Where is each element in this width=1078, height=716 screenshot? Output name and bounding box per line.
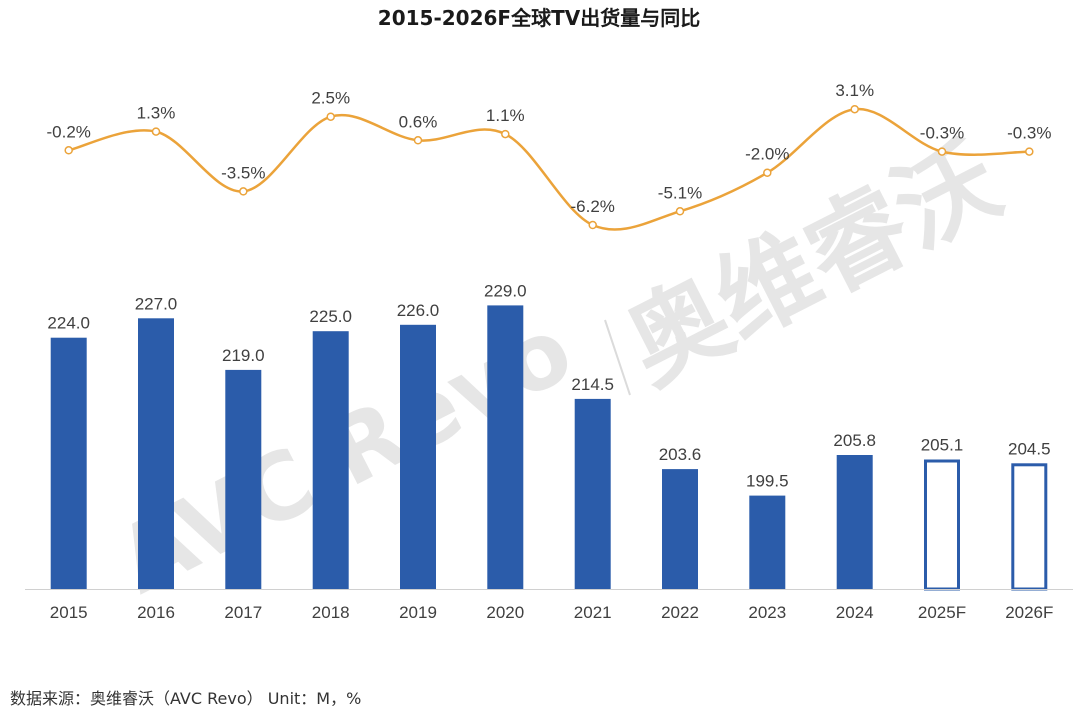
- bar-series: 224.0 227.0 219.0 225.0 226.0 229.0 214.5 203.6…: [47, 281, 1051, 591]
- bar-2023: [749, 495, 786, 589]
- bar-2018: [312, 331, 349, 589]
- yoy-point-2024: [850, 104, 859, 114]
- x-tick-label-2020: 2020: [486, 603, 524, 622]
- yoy-point-2023: [763, 168, 772, 177]
- bar-value-label-2015: 224.0: [47, 314, 90, 333]
- bar-value-label-2023: 199.5: [746, 472, 789, 491]
- bar-2017: [225, 369, 262, 589]
- bar-value-label-2025F: 205.1: [921, 436, 964, 455]
- x-tick-label-2026F: 2026F: [1005, 603, 1053, 622]
- yoy-point-2025F: [937, 147, 947, 156]
- yoy-value-label-2023: -2.0%: [745, 145, 789, 164]
- x-tick-label-2015: 2015: [50, 603, 88, 622]
- yoy-point-2019: [413, 136, 423, 145]
- x-tick-label-2016: 2016: [137, 603, 175, 622]
- x-tick-label-2022: 2022: [661, 603, 699, 622]
- x-axis: 2015 2016 2017 2018 2019 2020 2021 2022 2023 2024…: [25, 589, 1073, 622]
- chart-title: 2015-2026F全球TV出货量与同比: [377, 6, 701, 30]
- yoy-value-label-2024: 3.1%: [835, 81, 874, 100]
- bar-value-label-2026F: 204.5: [1008, 439, 1051, 458]
- x-tick-label-2023: 2023: [748, 603, 786, 622]
- bar-value-label-2020: 229.0: [484, 281, 527, 300]
- yoy-value-label-2019: 0.6%: [399, 112, 438, 131]
- yoy-value-label-2025F: -0.3%: [920, 124, 964, 143]
- x-tick-label-2024: 2024: [836, 603, 874, 622]
- bar-2015: [50, 337, 87, 589]
- yoy-point-2015: [64, 146, 73, 155]
- bar-2021: [574, 398, 611, 589]
- x-tick-label-2025F: 2025F: [918, 603, 966, 622]
- yoy-point-2026F: [1025, 147, 1034, 156]
- yoy-point-2017: [239, 187, 248, 196]
- source-note: 数据来源：奥维睿沃（AVC Revo） Unit：M，%: [10, 689, 362, 708]
- x-tick-label-2018: 2018: [312, 603, 350, 622]
- x-tick-label-2019: 2019: [399, 603, 437, 622]
- yoy-value-label-2015: -0.2%: [46, 122, 90, 141]
- bar-value-label-2021: 214.5: [571, 375, 614, 394]
- yoy-value-label-2020: 1.1%: [486, 106, 525, 125]
- bar-value-label-2024: 205.8: [833, 431, 876, 450]
- bar-2025F: [924, 459, 960, 591]
- yoy-point-2020: [501, 129, 510, 139]
- yoy-value-label-2022: -5.1%: [658, 183, 702, 202]
- bar-2016: [138, 318, 174, 589]
- bar-2022: [662, 469, 698, 589]
- watermark-divider: [604, 319, 631, 396]
- bar-2026F: [1011, 463, 1048, 591]
- bar-value-label-2017: 219.0: [222, 346, 265, 365]
- watermark-cjk: 奥维睿沃: [608, 121, 1018, 407]
- bar-2024: [836, 455, 873, 589]
- bar-value-label-2019: 226.0: [397, 301, 440, 320]
- yoy-value-label-2026F: -0.3%: [1007, 124, 1051, 143]
- x-tick-label-2017: 2017: [224, 603, 262, 622]
- yoy-line-series: -0.2% 1.3% -3.5% 2.5% 0.6% 1.1% -6.2% -5.1% -2.0…: [46, 81, 1052, 231]
- bar-2020: [487, 305, 524, 589]
- yoy-point-2021: [588, 220, 597, 230]
- yoy-value-label-2021: -6.2%: [570, 197, 614, 216]
- x-tick-label-2021: 2021: [574, 603, 612, 622]
- bar-2019: [400, 324, 436, 589]
- yoy-point-2018: [326, 112, 335, 121]
- yoy-value-label-2016: 1.3%: [137, 104, 176, 123]
- yoy-point-2016: [151, 127, 161, 136]
- bar-value-label-2018: 225.0: [309, 307, 352, 326]
- bar-value-label-2022: 203.6: [659, 445, 702, 464]
- bar-value-label-2016: 227.0: [135, 294, 178, 313]
- yoy-point-2022: [675, 207, 685, 216]
- yoy-value-label-2017: -3.5%: [221, 163, 265, 182]
- yoy-value-label-2018: 2.5%: [311, 89, 350, 108]
